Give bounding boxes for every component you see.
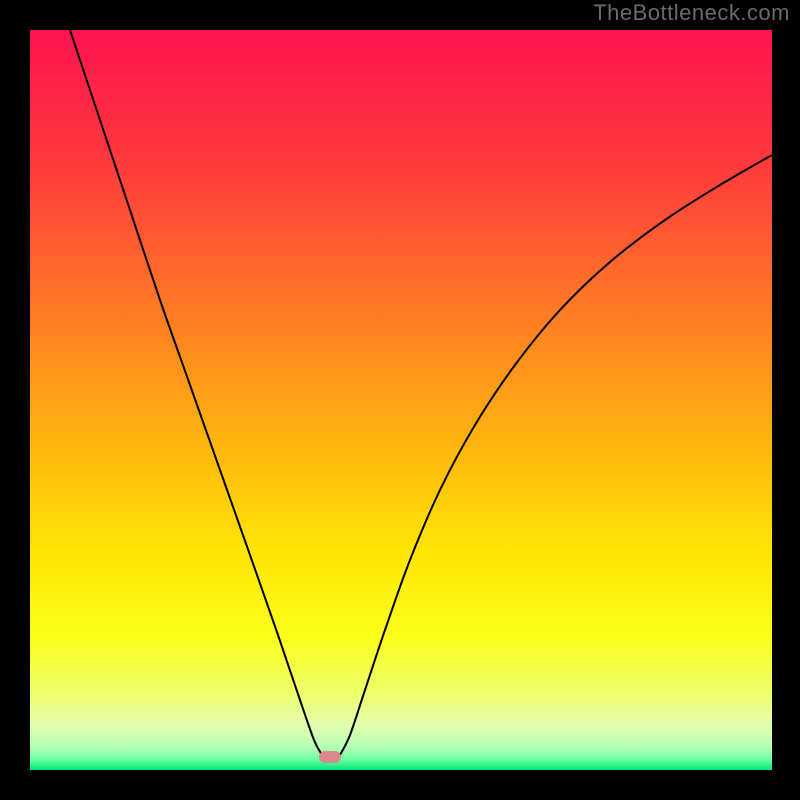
watermark-text: TheBottleneck.com — [593, 0, 790, 26]
curve-right-branch — [340, 155, 772, 755]
bottleneck-curve — [30, 30, 772, 770]
optimal-point-marker — [319, 751, 341, 763]
chart-plot-area — [30, 30, 772, 770]
curve-left-branch — [70, 30, 322, 755]
